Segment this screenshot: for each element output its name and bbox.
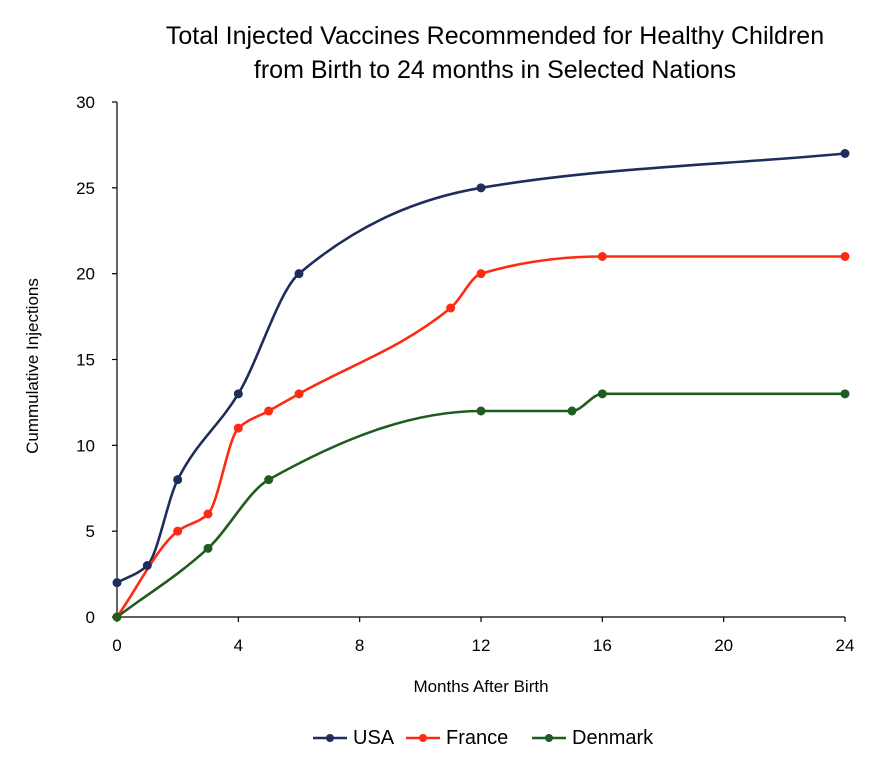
y-tick-label: 5 (86, 522, 95, 541)
y-tick-label: 10 (76, 436, 95, 455)
data-point-france (840, 252, 850, 261)
axes (116, 102, 845, 618)
y-tick-label: 0 (86, 608, 95, 627)
data-point-usa (142, 561, 152, 570)
data-point-denmark (840, 389, 850, 399)
x-tick-label: 0 (112, 636, 121, 655)
legend-marker-france (419, 734, 427, 742)
x-tick-label: 12 (472, 636, 491, 655)
series-line-denmark (115, 392, 847, 619)
data-point-denmark (264, 475, 274, 485)
x-tick-label: 24 (836, 636, 855, 655)
data-point-denmark (112, 612, 122, 622)
y-axis-label: Cummulative Injections (23, 278, 42, 454)
y-tick-label: 15 (76, 351, 95, 370)
y-tick-label: 20 (76, 265, 95, 284)
y-tick-group: 0 5 10 15 20 25 30 (76, 93, 117, 627)
x-axis-label: Months After Birth (413, 677, 548, 696)
legend: USA France Denmark (313, 727, 654, 749)
data-point-france (264, 406, 274, 416)
data-point-france (233, 423, 243, 433)
x-tick-label: 16 (593, 636, 612, 655)
chart-title-line-2: from Birth to 24 months in Selected Nati… (254, 56, 736, 84)
data-point-france (173, 526, 183, 536)
x-tick-label: 4 (234, 636, 243, 655)
chart-title-line-1: Total Injected Vaccines Recommended for … (166, 22, 824, 50)
data-point-france (203, 509, 213, 519)
data-point-usa (294, 269, 304, 279)
legend-label-usa: USA (353, 727, 395, 749)
series-points (112, 149, 850, 622)
y-tick-label: 25 (76, 179, 95, 198)
legend-marker-usa (326, 734, 334, 742)
series-line-usa (115, 152, 847, 584)
data-point-usa (173, 475, 183, 485)
legend-label-denmark: Denmark (572, 727, 654, 749)
x-tick-group: 0 4 8 12 16 20 24 (112, 617, 854, 655)
data-point-denmark (597, 389, 607, 399)
series-lines (115, 152, 847, 619)
data-point-usa (112, 578, 122, 588)
data-point-denmark (203, 543, 213, 553)
data-point-usa (476, 183, 486, 193)
x-tick-label: 8 (355, 636, 364, 655)
data-point-france (597, 252, 607, 261)
legend-label-france: France (446, 727, 508, 749)
data-point-france (476, 269, 486, 279)
y-tick-label: 30 (76, 93, 95, 112)
data-point-denmark (476, 406, 486, 416)
x-tick-label: 20 (714, 636, 733, 655)
legend-marker-denmark (545, 734, 553, 742)
data-point-france (294, 389, 304, 399)
data-point-denmark (567, 406, 577, 416)
series-line-france (115, 255, 847, 619)
data-point-france (446, 303, 456, 313)
data-point-usa (840, 149, 850, 158)
data-point-usa (233, 389, 243, 399)
